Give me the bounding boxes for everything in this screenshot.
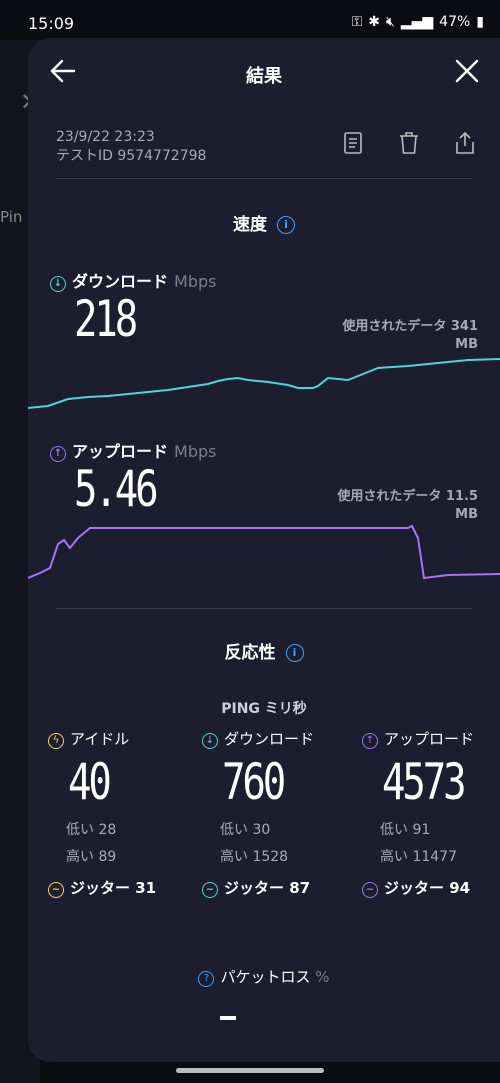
info-icon[interactable]: i [285,644,304,662]
divider [56,608,472,609]
bluetooth-icon: ✱ [368,14,381,30]
ping-idle-jitter: ~ ジッター 31 [48,877,188,898]
upload-arrow-icon: ↑ [50,446,66,462]
ping-download-label: ↓ ダウンロード [202,728,342,749]
ping-idle-column: ϟ アイドル 40 低い 28 高い 89 ~ ジッター 31 [48,728,188,898]
trash-icon[interactable] [396,130,422,156]
status-time: 15:09 [28,14,75,33]
download-speed-graph [28,358,500,409]
ping-download-jitter: ~ ジッター 87 [202,877,342,898]
ping-idle-high: 高い 89 [66,849,117,865]
ping-download-column: ↓ ダウンロード 760 低い 30 高い 1528 ~ ジッター 87 [202,728,342,898]
responsiveness-title-text: 反応性 [224,643,276,663]
divider [56,178,472,179]
download-graph-line [28,358,500,409]
upload-label-text: アップロード [72,442,169,461]
download-arrow-icon: ↓ [50,276,66,292]
speed-section-title: 速度 i [28,210,500,235]
upload-unit: Mbps [174,442,217,461]
download-arrow-icon: ↓ [202,733,218,749]
download-speed-value: 218 [74,290,138,348]
upload-jitter-text: ジッター 94 [384,879,471,897]
status-bar: 15:09 ⚿ ✱ 🔇︎ ▂▄▆ 47% ▮ [0,0,500,44]
ping-upload-low: 低い 91 [380,822,431,838]
upload-speed-value: 5.46 [74,460,159,518]
download-label-text: ダウンロード [72,272,169,291]
ping-upload-value: 4573 [382,753,467,811]
ping-upload-jitter: ~ ジッター 94 [362,877,500,898]
close-icon[interactable] [452,56,482,86]
upload-speed-graph [28,524,500,580]
battery-text: 47% [439,14,471,30]
test-date: 23/9/22 23:23 [56,129,155,145]
signal-icon: ▂▄▆ [400,14,434,30]
packet-loss-unit: % [315,968,330,986]
ping-download-low: 低い 30 [220,822,271,838]
action-icons [340,130,478,156]
upload-used-unit: MB [455,507,478,522]
jitter-icon: ~ [202,882,218,898]
download-speed-label: ↓ ダウンロード Mbps [50,268,216,292]
download-unit: Mbps [174,272,217,291]
upload-data-used: 使用されたデータ 11.5 MB [337,488,478,524]
packet-loss-label: ? パケットロス % [28,966,500,987]
packet-loss-value-dash [220,1016,236,1020]
jitter-icon: ~ [362,882,378,898]
download-jitter-text: ジッター 87 [224,879,311,897]
results-sheet: 結果 23/9/22 23:23 テストID 9574772798 速度 i ↓ ダ… [28,38,500,1062]
share-icon[interactable] [452,130,478,156]
help-icon[interactable]: ? [198,971,215,987]
idle-icon: ϟ [48,733,64,749]
idle-jitter-text: ジッター 31 [70,879,157,897]
gesture-nav-bar[interactable] [176,1068,324,1073]
upload-speed-label: ↑ アップロード Mbps [50,438,216,462]
status-icons: ⚿ ✱ 🔇︎ ▂▄▆ 47% ▮ [352,14,484,30]
ping-download-value: 760 [222,753,286,811]
download-data-used: 使用されたデータ 341 MB [342,318,478,354]
speed-title-text: 速度 [233,215,267,235]
test-id: テストID 9574772798 [56,148,207,164]
ping-idle-value: 40 [68,753,112,811]
upload-used-text: 使用されたデータ 11.5 [337,489,478,504]
test-meta: 23/9/22 23:23 テストID 9574772798 [56,128,206,166]
info-icon[interactable]: i [277,216,295,234]
ping-idle-low: 低い 28 [66,822,117,838]
battery-icon: ▮ [476,14,484,30]
upload-arrow-icon: ↑ [362,733,378,749]
ping-idle-label: ϟ アイドル [48,728,188,749]
page-title: 結果 [246,66,282,87]
download-used-unit: MB [455,337,478,352]
upload-graph-line [28,524,500,580]
ping-upload-column: ↑ アップロード 4573 低い 91 高い 11477 ~ ジッター 94 [362,728,500,898]
responsiveness-section-title: 反応性 i [28,638,500,663]
mute-icon: 🔇︎ [386,14,395,30]
download-used-text: 使用されたデータ 341 [342,319,478,334]
ping-download-label-text: ダウンロード [224,730,315,748]
document-icon[interactable] [340,130,366,156]
key-icon: ⚿ [351,14,363,30]
ping-upload-label-text: アップロード [384,730,475,748]
ping-download-high: 高い 1528 [220,849,289,865]
back-arrow-icon[interactable] [48,56,78,86]
packet-loss-text: パケットロス [220,968,311,986]
background-ping-label: Pin [0,208,23,226]
header: 結果 [28,38,500,106]
ping-upload-label: ↑ アップロード [362,728,500,749]
ping-upload-high: 高い 11477 [380,849,457,865]
idle-label-text: アイドル [70,730,130,748]
ping-title: PING ミリ秒 [221,701,307,717]
jitter-icon: ~ [48,882,64,898]
